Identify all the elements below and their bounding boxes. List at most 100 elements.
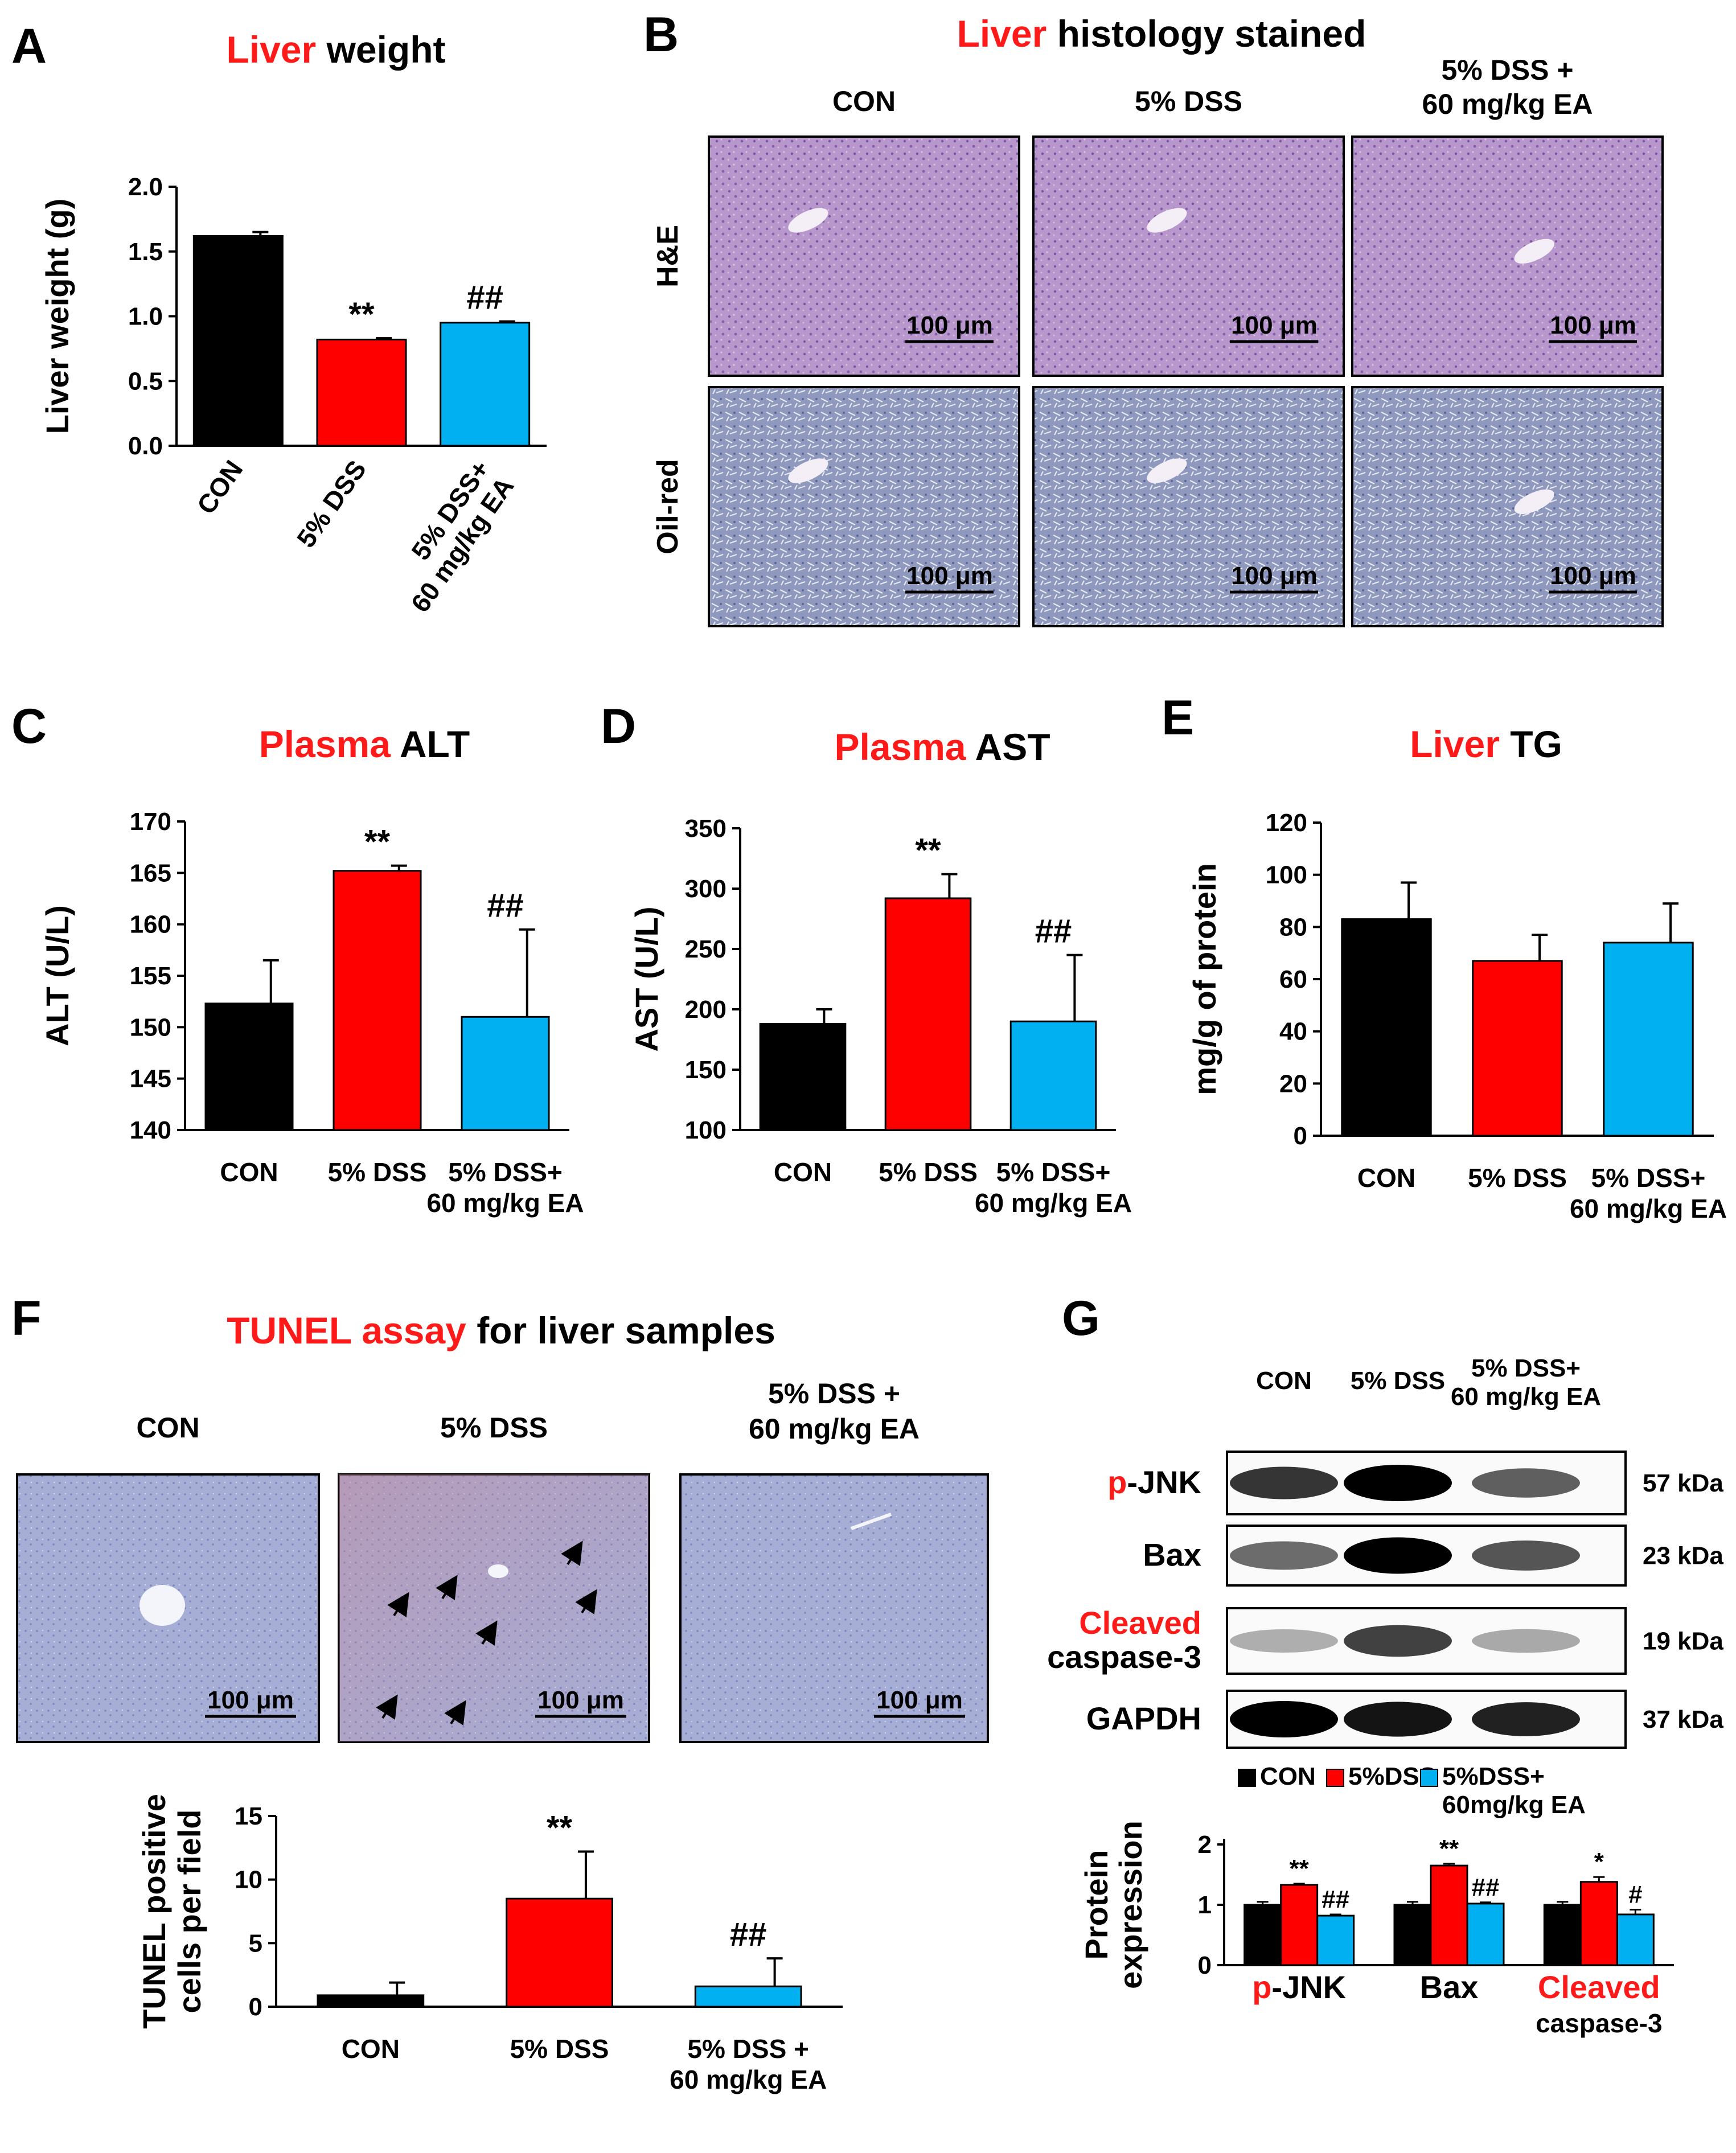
b-scalebar-label-0-0: 100 μm	[906, 311, 993, 339]
chart-a-ytick-label-2: 1.0	[128, 303, 163, 331]
panel-d-title: Plasma AST	[834, 726, 1050, 768]
chart-d-ytick-label-1: 150	[685, 1056, 727, 1084]
g-sig-0-2: ##	[1322, 1885, 1349, 1913]
chart-c-cat-2: 5% DSS+ 60 mg/kg EA	[426, 1157, 584, 1218]
chart-e-ytick-label-4: 80	[1279, 913, 1307, 941]
chart-c-cat-2-line-1: 60 mg/kg EA	[426, 1188, 584, 1218]
chart-f-cat-0-line-0: CON	[342, 2034, 400, 2064]
chart-f-sig-1: **	[547, 1810, 573, 1847]
chart-a-ytick-label-1: 0.5	[128, 367, 163, 395]
f-col-header-2: 5% DSS +60 mg/kg EA	[749, 1378, 920, 1445]
chart-f-ylabel: TUNEL positivecells per field	[136, 1794, 207, 2029]
g-bar-0-0	[1243, 1904, 1282, 1966]
g-group-label-0-black: -JNK	[1271, 1969, 1346, 2005]
g-bar-2-1	[1579, 1881, 1618, 1966]
chart-c-ylabel-line-0: ALT (U/L)	[39, 905, 75, 1046]
panel-letter-a: A	[11, 19, 47, 73]
chart-f-ylabel-line-1: cells per field	[171, 1810, 207, 2014]
g-group-label-0-red: p	[1252, 1969, 1271, 2005]
g-band-3-2	[1472, 1702, 1580, 1736]
f-arrow-1	[436, 1575, 458, 1601]
panel-b-title-black: histology stained	[1046, 13, 1366, 55]
panel-d-title-red: Plasma	[834, 726, 966, 768]
chart-f-bar-0	[317, 1994, 425, 2008]
chart-c-cat-0: CON	[220, 1157, 278, 1187]
chart-a-sig-2: ##	[466, 280, 503, 317]
chart-d-cat-2-line-1: 60 mg/kg EA	[975, 1188, 1132, 1218]
g-kda-3: 37 kDa	[1643, 1706, 1723, 1733]
g-legend-swatch-1	[1326, 1769, 1344, 1787]
chart-e-ylabel: mg/g of protein	[1187, 863, 1222, 1095]
b-col-header-1: 5% DSS	[1135, 85, 1242, 117]
panel-a-title-red: Liver	[226, 28, 316, 71]
g-legend-swatch-2	[1420, 1769, 1438, 1787]
chart-f-ylabel-line-0: TUNEL positive	[136, 1794, 172, 2029]
g-band-0-1	[1344, 1465, 1452, 1501]
g-blot-label-3: GAPDH	[1086, 1700, 1201, 1736]
f-arrow-4	[575, 1589, 597, 1615]
chart-c-bar-0	[204, 1002, 294, 1131]
chart-a-sig-1: **	[348, 296, 375, 333]
b-vessel-0-0	[788, 208, 828, 233]
chart-c-ytick-label-2: 150	[130, 1013, 171, 1041]
chart-f-cat-2: 5% DSS +60 mg/kg EA	[670, 2034, 827, 2094]
g-band-0-2	[1472, 1468, 1580, 1498]
b-vessel-0-1	[1147, 208, 1187, 233]
b-vessel-1-2	[1514, 489, 1554, 515]
g-sig-1-1: **	[1439, 1835, 1459, 1863]
chart-a-ylabel-line-0: Liver weight (g)	[39, 199, 75, 434]
chart-c-bar-2	[461, 1016, 550, 1131]
b-scalebar-label-1-0: 100 μm	[906, 562, 993, 590]
chart-f: 0 5 10 15 TUNEL positivecells per field CON **…	[136, 1794, 843, 2094]
g-group-label-2-red: Cleaved	[1538, 1969, 1660, 2005]
chart-f-cat-1-line-0: 5% DSS	[510, 2034, 609, 2064]
panel-e-title: Liver TG	[1410, 723, 1562, 765]
g-lane-label-1-line-0: 5% DSS	[1351, 1367, 1445, 1395]
f-col-header-1-line-0: 5% DSS	[440, 1412, 548, 1444]
chart-e-ytick-label-3: 60	[1279, 965, 1307, 993]
chart-c-cat-1-line-0: 5% DSS	[328, 1157, 427, 1187]
chart-f-cat-0: CON	[342, 2034, 400, 2064]
chart-a: 0.0 0.5 1.0 1.5 2.0 Liver weight (g) CON ** 5% D…	[39, 173, 547, 618]
g-band-2-0	[1230, 1629, 1338, 1653]
chart-e-bar-0	[1341, 918, 1432, 1137]
chart-d-cat-0-line-0: CON	[774, 1157, 832, 1187]
b-scalebar-label-0-2: 100 μm	[1550, 311, 1636, 339]
chart-f-ytick-label-0: 0	[249, 1993, 262, 2021]
panel-letter-d: D	[601, 699, 636, 754]
g-blot-label-2-red: Cleaved	[1079, 1605, 1201, 1641]
chart-e-bar-1	[1472, 960, 1563, 1137]
g-group-label-0: p-JNK	[1252, 1969, 1346, 2005]
g-ytick-label-0: 0	[1198, 1951, 1212, 1979]
f-image-2	[679, 1473, 989, 1743]
g-lane-label-2: 5% DSS+ 60 mg/kg EA	[1451, 1354, 1601, 1411]
g-kda-1: 23 kDa	[1643, 1542, 1723, 1570]
b-col-header-2-line-1: 60 mg/kg EA	[1422, 88, 1593, 120]
g-lane-label-0: CON	[1256, 1367, 1312, 1395]
chart-c-ytick-label-5: 165	[130, 859, 171, 887]
f-arrow-6	[444, 1700, 466, 1726]
chart-c-ytick-label-0: 140	[130, 1116, 171, 1144]
g-blot-label-0: p-JNK	[1107, 1464, 1201, 1500]
chart-c-cat-0-line-0: CON	[220, 1157, 278, 1187]
g-legend-label-0: CON	[1260, 1762, 1316, 1790]
g-legend-label-2: 5%DSS+ 60mg/kg EA	[1442, 1762, 1586, 1819]
b-row-header-0: H&E	[651, 225, 684, 287]
f-col-header-0: CON	[136, 1412, 199, 1444]
g-lane-label-2-line-1: 60 mg/kg EA	[1451, 1383, 1601, 1411]
chart-c: 140 145 150 155 160 165 170 ALT (U/L) CON ** 5% DS…	[39, 808, 584, 1218]
b-scalebar-label-1-2: 100 μm	[1550, 562, 1636, 590]
chart-f-bar-2	[694, 1985, 802, 2008]
chart-d-ylabel-line-0: AST (U/L)	[629, 906, 664, 1051]
chart-d-cat-0: CON	[774, 1157, 832, 1187]
f-col-header-1: 5% DSS	[440, 1412, 548, 1444]
chart-c-cat-1: 5% DSS	[328, 1157, 427, 1187]
f-scalebar-label-2: 100 μm	[876, 1686, 963, 1714]
chart-d-sig-2: ##	[1035, 913, 1072, 950]
chart-e-cat-2: 5% DSS+ 60 mg/kg EA	[1570, 1163, 1727, 1223]
chart-c-sig-1: **	[364, 824, 391, 861]
chart-c-ytick-label-1: 145	[130, 1065, 171, 1093]
chart-d-ytick-label-2: 200	[685, 996, 727, 1024]
g-blot-label-1-black: Bax	[1143, 1537, 1201, 1573]
g-blot-label-2-black: caspase-3	[1047, 1639, 1201, 1675]
